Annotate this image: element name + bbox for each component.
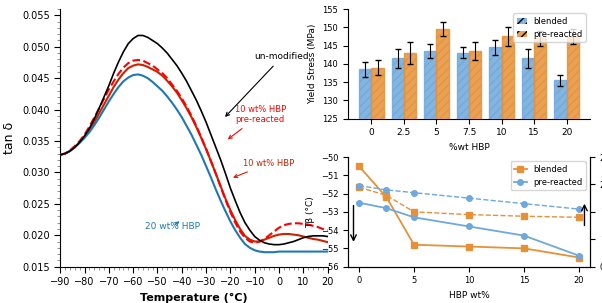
Bar: [359, 69, 371, 303]
Bar: [501, 36, 514, 303]
Bar: [489, 48, 501, 303]
blended: [520, 247, 527, 250]
pre-reacted: [465, 225, 473, 228]
Bar: [456, 53, 469, 303]
Line: blended peak: blended peak: [356, 185, 582, 220]
blended peak: [576, 215, 583, 219]
blended peak: [411, 210, 418, 214]
pre-reacted peak: [411, 191, 418, 195]
pre-reacted: [411, 215, 418, 219]
Bar: [522, 58, 534, 303]
blended: [411, 243, 418, 247]
Line: pre-reacted: pre-reacted: [356, 200, 582, 258]
Line: blended: blended: [356, 163, 582, 260]
Bar: [391, 58, 404, 303]
pre-reacted: [576, 254, 583, 258]
pre-reacted: [383, 206, 390, 210]
blended peak: [383, 194, 390, 197]
pre-reacted: [355, 201, 362, 205]
blended peak: [465, 213, 473, 216]
Bar: [469, 51, 482, 303]
Bar: [534, 38, 547, 303]
Y-axis label: tan δ: tan δ: [4, 122, 16, 154]
Text: 20 wt% HBP: 20 wt% HBP: [145, 222, 200, 231]
X-axis label: HBP wt%: HBP wt%: [448, 291, 489, 300]
blended peak: [355, 185, 362, 189]
Text: un-modified: un-modified: [226, 52, 309, 116]
Y-axis label: Yield Stress (MPa): Yield Stress (MPa): [308, 24, 317, 104]
Y-axis label: Tβ (°C): Tβ (°C): [306, 196, 315, 228]
Legend: blended, pre-reacted: blended, pre-reacted: [514, 13, 586, 42]
blended: [576, 256, 583, 259]
Text: 10 wt% HBP
pre-reacted: 10 wt% HBP pre-reacted: [229, 105, 287, 138]
Bar: [404, 53, 416, 303]
pre-reacted peak: [383, 188, 390, 192]
X-axis label: %wt HBP: %wt HBP: [448, 143, 489, 152]
blended: [355, 164, 362, 168]
pre-reacted peak: [576, 207, 583, 211]
Bar: [554, 80, 566, 303]
Bar: [566, 36, 579, 303]
Bar: [371, 68, 383, 303]
blended: [383, 195, 390, 199]
Legend: blended, pre-reacted: blended, pre-reacted: [510, 161, 586, 190]
pre-reacted: [520, 234, 527, 238]
pre-reacted peak: [520, 202, 527, 205]
blended: [465, 245, 473, 248]
Bar: [436, 29, 449, 303]
Line: pre-reacted peak: pre-reacted peak: [356, 183, 582, 212]
blended peak: [520, 215, 527, 218]
Text: 10 wt% HBP: 10 wt% HBP: [234, 159, 294, 178]
X-axis label: Temperature (°C): Temperature (°C): [140, 293, 248, 303]
pre-reacted peak: [465, 196, 473, 200]
Bar: [424, 51, 436, 303]
pre-reacted peak: [355, 184, 362, 187]
